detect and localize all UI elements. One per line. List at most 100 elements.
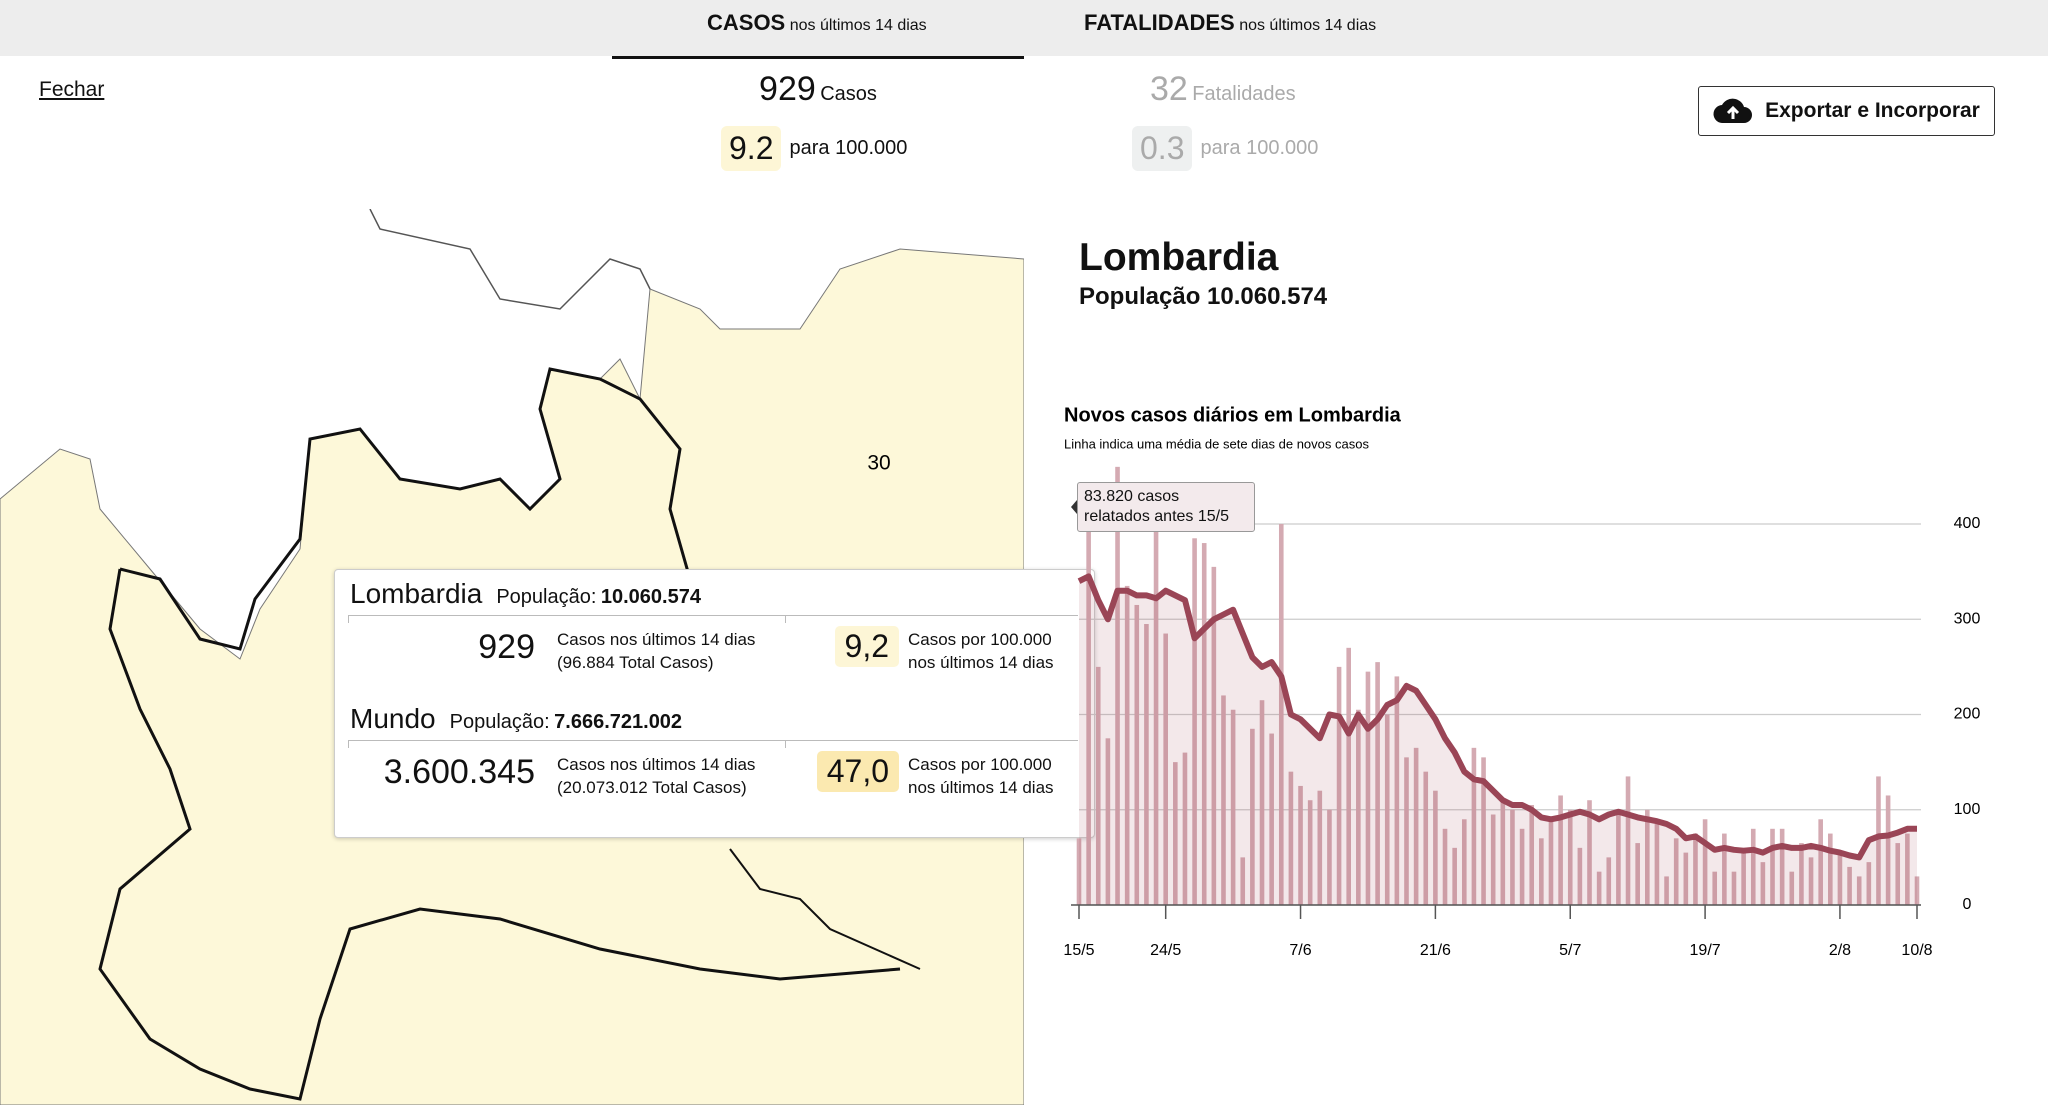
bar bbox=[1606, 857, 1612, 905]
count-label: Casos nos últimos 14 dias bbox=[557, 630, 756, 649]
case-count: 929 bbox=[759, 70, 816, 108]
bar bbox=[1712, 871, 1718, 905]
bar bbox=[1683, 852, 1689, 905]
deaths-rate: 0.3 para 100.000 bbox=[1132, 126, 1318, 171]
bar bbox=[1510, 809, 1515, 905]
popup-divider-tick bbox=[348, 615, 349, 623]
bar bbox=[1770, 828, 1775, 905]
close-link[interactable]: Fechar bbox=[39, 78, 105, 101]
x-tick-label: 24/5 bbox=[1150, 942, 1181, 959]
bar bbox=[1298, 785, 1303, 905]
bar bbox=[1837, 852, 1843, 905]
population-label: População: bbox=[496, 586, 597, 608]
bar bbox=[1076, 838, 1082, 905]
popup-divider bbox=[348, 740, 1078, 741]
bar bbox=[1866, 862, 1872, 905]
popup-name: Lombardia bbox=[350, 578, 483, 609]
bar bbox=[1914, 876, 1920, 905]
bar bbox=[1461, 819, 1467, 905]
bar bbox=[1664, 876, 1669, 905]
popup-population: População: 10.060.574 bbox=[496, 586, 701, 609]
bar bbox=[1635, 843, 1640, 905]
bar bbox=[1847, 866, 1852, 905]
y-tick-label: 100 bbox=[1954, 801, 1981, 818]
bar bbox=[1731, 871, 1737, 905]
bar bbox=[1567, 809, 1573, 905]
line-area bbox=[1079, 576, 1917, 905]
population-value: 7.666.721.002 bbox=[554, 711, 683, 733]
x-tick-label: 15/5 bbox=[1063, 942, 1094, 959]
bar bbox=[1163, 633, 1168, 905]
death-unit: Fatalidades bbox=[1192, 83, 1296, 105]
bar bbox=[1124, 585, 1130, 905]
bar bbox=[1250, 728, 1255, 905]
bar bbox=[1905, 833, 1910, 905]
map-label: 30 bbox=[867, 452, 890, 475]
tab-subtitle: nos últimos 14 dias bbox=[1239, 17, 1377, 34]
bar bbox=[1144, 624, 1149, 905]
popup-count: 929 bbox=[478, 628, 535, 666]
bar bbox=[1413, 747, 1419, 905]
bar bbox=[1596, 871, 1602, 905]
line bbox=[1077, 573, 1917, 861]
x-tick-label: 19/7 bbox=[1690, 942, 1721, 959]
bar bbox=[1375, 662, 1380, 905]
bar bbox=[1336, 666, 1342, 905]
y-tick-label: 300 bbox=[1954, 610, 1981, 627]
region-name: Lombardia bbox=[1079, 236, 1279, 279]
bar bbox=[1240, 857, 1246, 905]
bar bbox=[1153, 524, 1159, 905]
bar bbox=[1702, 819, 1708, 905]
region-popup: Lombardia População: 10.060.574 929 Casos n… bbox=[334, 569, 1095, 838]
bar bbox=[1471, 747, 1477, 905]
bar bbox=[1221, 695, 1226, 905]
bar bbox=[1452, 847, 1457, 905]
x-tick-label: 21/6 bbox=[1420, 942, 1451, 959]
bar bbox=[1722, 833, 1727, 905]
popup-rate-label: Casos por 100.000 nos últimos 14 dias bbox=[908, 755, 1054, 797]
bar bbox=[1105, 738, 1111, 905]
bar bbox=[1192, 538, 1197, 905]
popup-population: População: 7.666.721.002 bbox=[450, 711, 682, 734]
bar bbox=[1818, 819, 1823, 905]
export-button[interactable]: Exportar e Incorporar bbox=[1698, 86, 1995, 136]
x-tick-label: 2/8 bbox=[1829, 942, 1851, 959]
popup-rate: 47,0 bbox=[816, 751, 899, 792]
bar bbox=[1173, 762, 1178, 905]
bar bbox=[1644, 809, 1650, 905]
bar bbox=[1625, 776, 1631, 905]
popup-divider-tick bbox=[348, 740, 349, 748]
bar bbox=[1789, 871, 1795, 905]
popup-count: 3.600.345 bbox=[383, 753, 535, 791]
bar bbox=[1230, 709, 1236, 905]
bar bbox=[1616, 809, 1621, 905]
population-label: População: bbox=[449, 711, 550, 733]
popup-divider-tick bbox=[785, 615, 786, 623]
bar bbox=[1519, 828, 1525, 905]
bar bbox=[1307, 800, 1313, 905]
bar bbox=[1673, 838, 1679, 905]
bar bbox=[1317, 790, 1323, 905]
population-value: 10.060.574 bbox=[600, 586, 701, 608]
chart-title: Novos casos diários em Lombardia bbox=[1064, 404, 1402, 426]
bar bbox=[1808, 857, 1814, 905]
y-tick-label: 200 bbox=[1954, 706, 1981, 723]
tab-subtitle: nos últimos 14 dias bbox=[789, 17, 927, 34]
bar bbox=[1442, 828, 1448, 905]
bar bbox=[1423, 771, 1429, 905]
popup-count-label: Casos nos últimos 14 dias (96.884 Total C… bbox=[557, 628, 777, 674]
bar bbox=[1548, 819, 1554, 905]
bar bbox=[1481, 757, 1486, 905]
bar bbox=[1201, 543, 1207, 905]
bar bbox=[1895, 843, 1901, 905]
cases-tab[interactable]: CASOS nos últimos 14 dias bbox=[707, 10, 927, 36]
bar bbox=[1327, 809, 1332, 905]
bar bbox=[1760, 862, 1766, 905]
region-population: População 10.060.574 bbox=[1079, 283, 1328, 310]
chart-subtitle: Linha indica uma média de sete dias de n… bbox=[1064, 436, 1369, 451]
tab-title: FATALIDADES bbox=[1084, 10, 1235, 35]
deaths-tab[interactable]: FATALIDADES nos últimos 14 dias bbox=[1084, 10, 1376, 36]
bar bbox=[1856, 876, 1862, 905]
bar bbox=[1654, 824, 1660, 905]
